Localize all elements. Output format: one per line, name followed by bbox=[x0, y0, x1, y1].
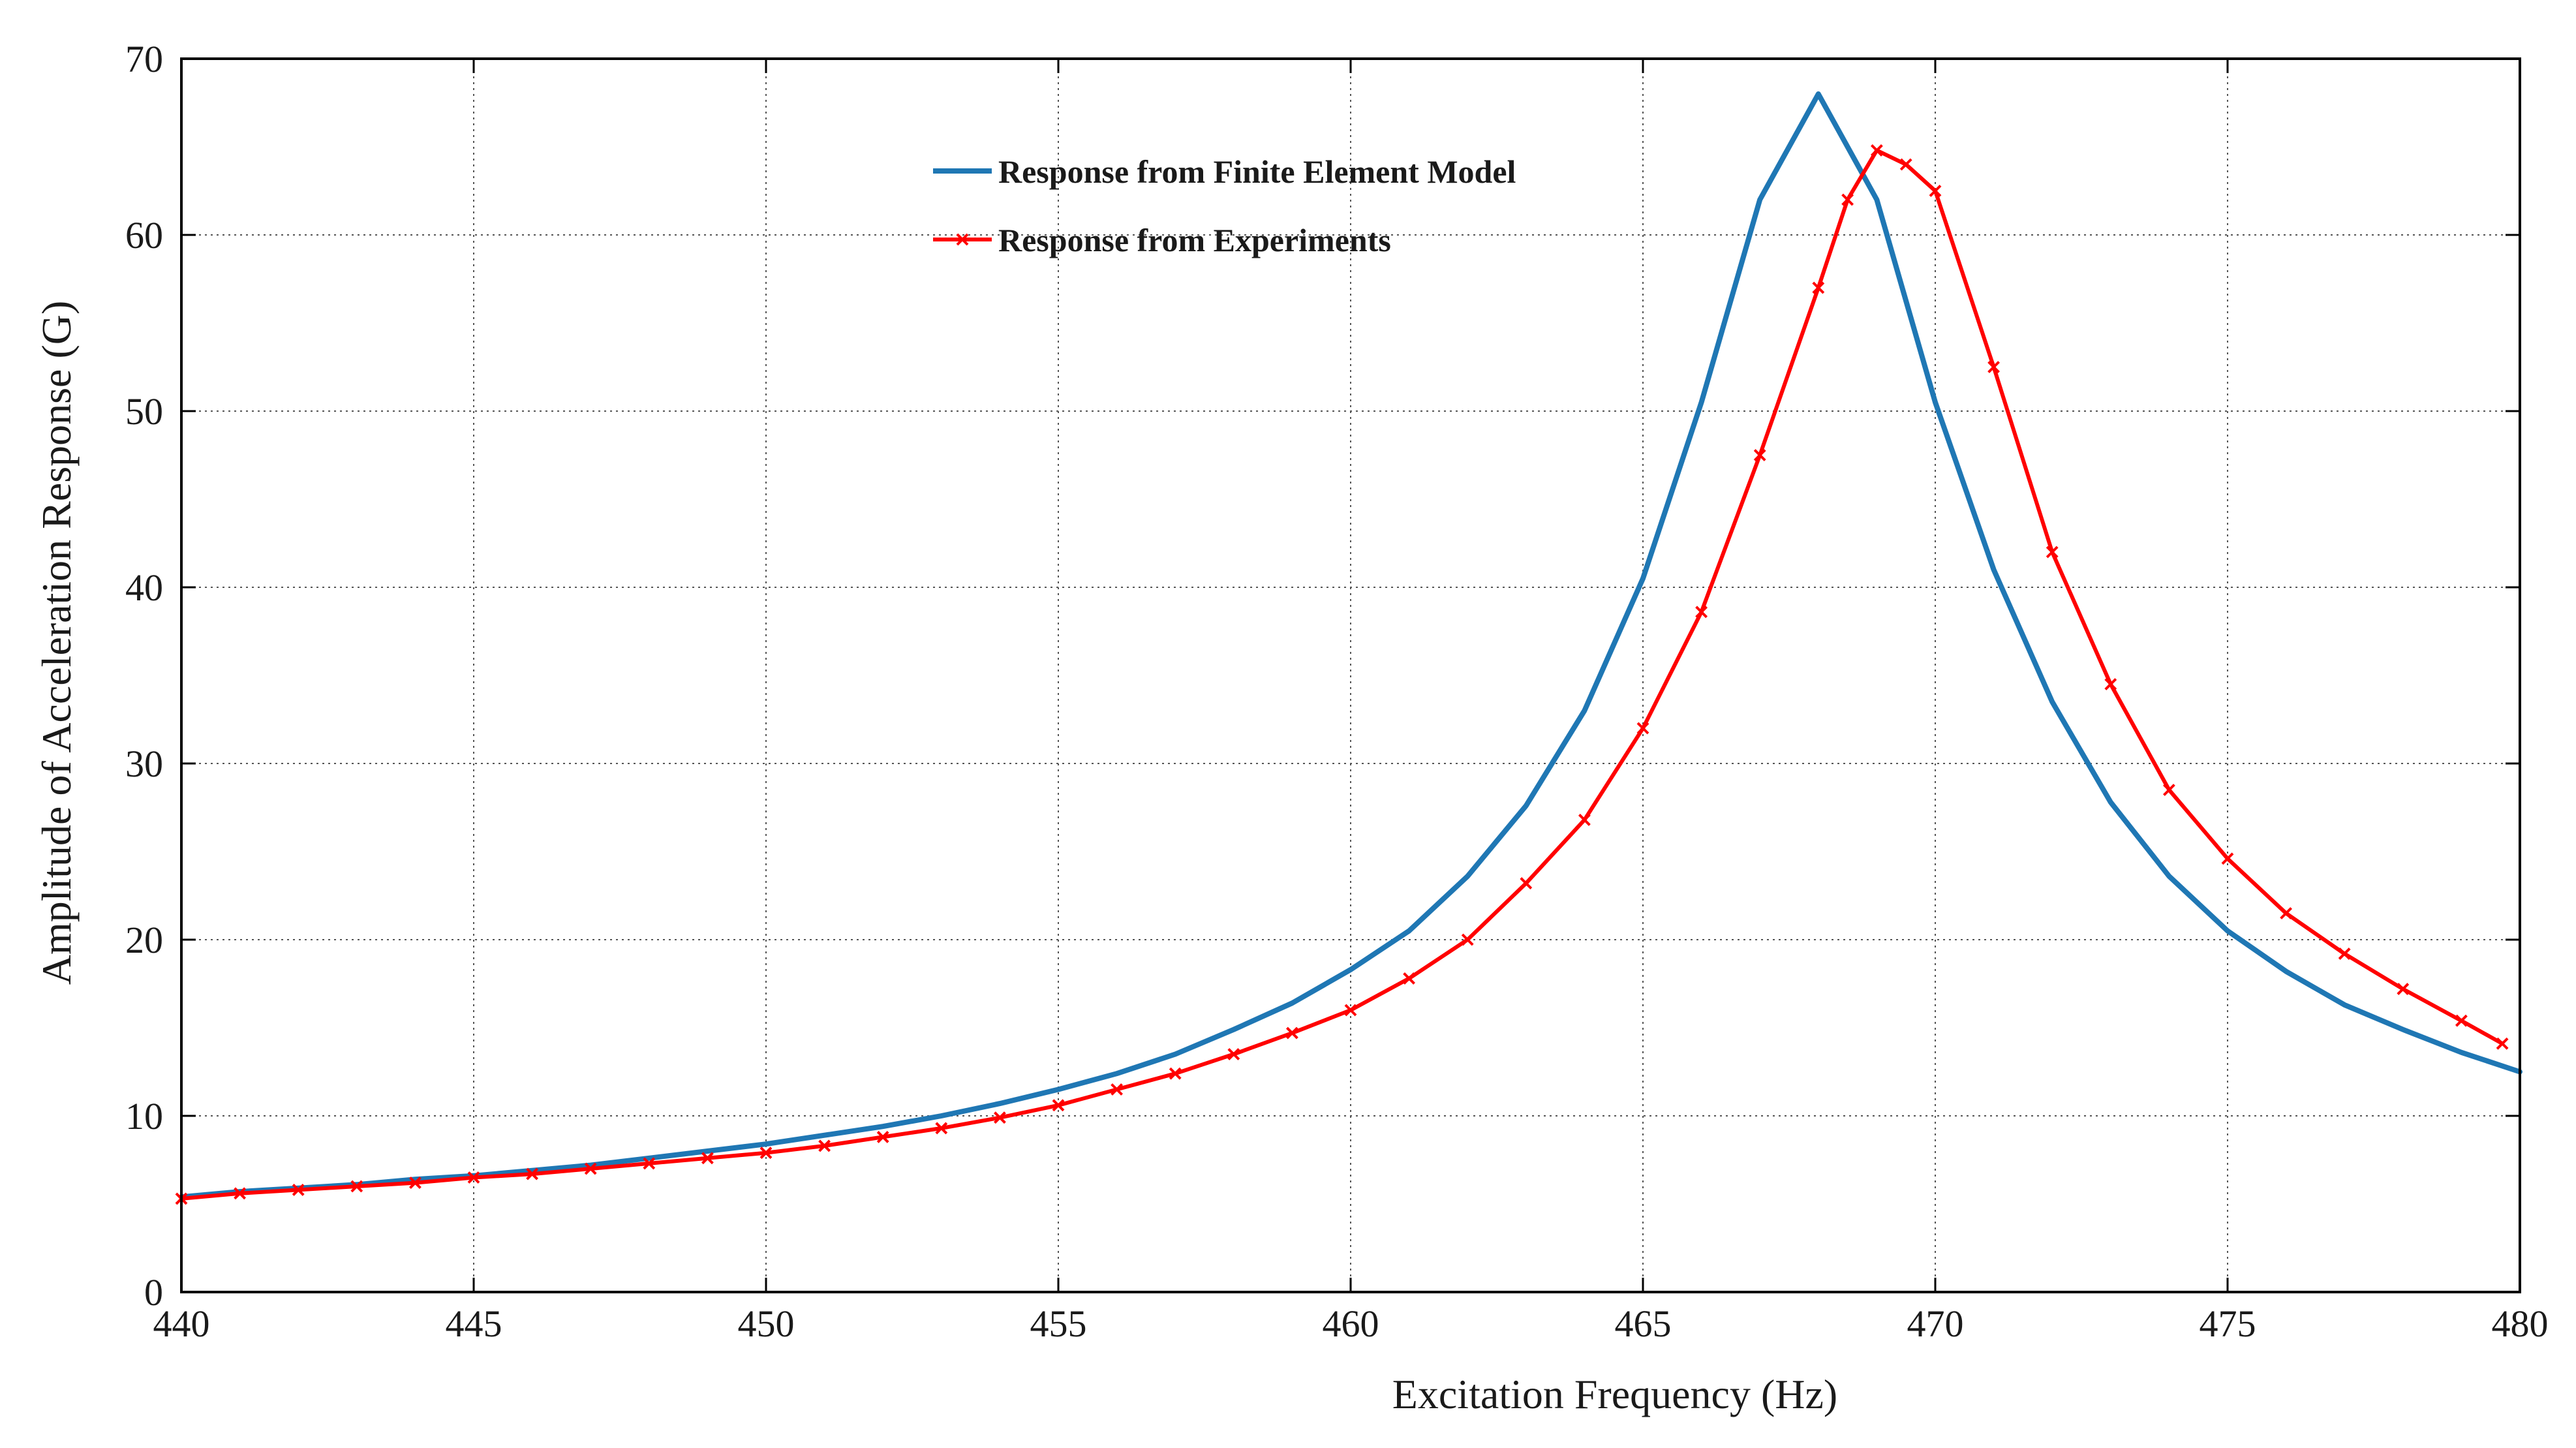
y-tick-label: 40 bbox=[125, 566, 163, 609]
x-tick-label: 475 bbox=[2200, 1302, 2256, 1345]
x-tick-label: 440 bbox=[153, 1302, 210, 1345]
data-point-experiments bbox=[2496, 1037, 2509, 1050]
data-point-experiments bbox=[1052, 1099, 1065, 1112]
data-point-experiments bbox=[1841, 193, 1854, 206]
data-point-experiments bbox=[2046, 546, 2059, 559]
y-tick-label: 20 bbox=[125, 919, 163, 961]
data-point-experiments bbox=[467, 1171, 480, 1184]
data-point-experiments bbox=[234, 1187, 247, 1200]
data-point-experiments bbox=[643, 1157, 656, 1170]
data-point-experiments bbox=[935, 1122, 948, 1135]
x-tick-label: 445 bbox=[446, 1302, 502, 1345]
data-point-experiments bbox=[584, 1162, 597, 1175]
data-point-experiments bbox=[1403, 972, 1416, 985]
data-point-experiments bbox=[350, 1180, 363, 1193]
data-point-experiments bbox=[526, 1167, 539, 1180]
data-point-experiments bbox=[1636, 722, 1649, 735]
data-point-experiments bbox=[1753, 449, 1766, 461]
data-point-experiments bbox=[993, 1111, 1006, 1124]
x-tick-label: 465 bbox=[1615, 1302, 1672, 1345]
x-tick-label: 460 bbox=[1323, 1302, 1379, 1345]
x-tick-label: 470 bbox=[1907, 1302, 1964, 1345]
data-point-experiments bbox=[2397, 983, 2410, 996]
data-point-experiments bbox=[701, 1152, 714, 1165]
data-point-experiments bbox=[2338, 947, 2351, 961]
series-line-fem bbox=[179, 91, 2522, 1200]
data-point-experiments bbox=[408, 1177, 422, 1190]
x-tick-label: 455 bbox=[1030, 1302, 1087, 1345]
x-tick-label: 480 bbox=[2492, 1302, 2549, 1345]
data-point-experiments bbox=[1578, 813, 1591, 826]
data-point-experiments bbox=[876, 1130, 889, 1143]
y-axis-label: Amplitude of Acceleration Response (G) bbox=[33, 301, 80, 985]
legend: Response from Finite Element Model Respo… bbox=[933, 153, 1516, 258]
data-point-experiments bbox=[759, 1147, 773, 1160]
data-point-experiments bbox=[1285, 1026, 1298, 1040]
data-point-experiments bbox=[2162, 784, 2175, 796]
y-tick-label: 30 bbox=[125, 743, 163, 785]
y-tick-label: 70 bbox=[125, 38, 163, 80]
tick-layer: 440 445 450 455 460 465 470 475 480 0 10 20 30 40 50 60… bbox=[125, 38, 2549, 1345]
data-point-experiments bbox=[1812, 281, 1825, 294]
x-tick-label: 450 bbox=[738, 1302, 795, 1345]
data-point-experiments bbox=[1520, 877, 1533, 890]
data-point-experiments bbox=[1695, 606, 1708, 619]
data-point-experiments bbox=[2104, 678, 2117, 690]
data-point-experiments bbox=[1899, 158, 1912, 171]
data-point-experiments bbox=[1169, 1067, 1182, 1080]
data-point-experiments bbox=[1227, 1048, 1240, 1060]
data-point-experiments bbox=[818, 1139, 831, 1152]
data-point-experiments bbox=[1987, 361, 2001, 373]
data-point-experiments bbox=[2455, 1014, 2468, 1027]
data-point-experiments bbox=[1461, 933, 1474, 946]
y-tick-label: 60 bbox=[125, 214, 163, 256]
legend-label-fem: Response from Finite Element Model bbox=[998, 153, 1516, 190]
y-tick-label: 0 bbox=[144, 1271, 163, 1314]
legend-marker-experiments bbox=[956, 233, 969, 246]
data-point-experiments bbox=[2280, 907, 2293, 919]
x-axis-label: Excitation Frequency (Hz) bbox=[1392, 1371, 1837, 1417]
data-point-experiments bbox=[1870, 144, 1883, 157]
data-point-experiments bbox=[1929, 185, 1942, 197]
grid-layer bbox=[181, 59, 2520, 1292]
data-point-experiments bbox=[1344, 1004, 1357, 1017]
data-point-experiments bbox=[1111, 1083, 1124, 1096]
data-point-experiments bbox=[2221, 852, 2234, 865]
y-tick-label: 10 bbox=[125, 1095, 163, 1137]
data-point-experiments bbox=[292, 1183, 305, 1196]
y-tick-label: 50 bbox=[125, 390, 163, 433]
legend-label-experiments: Response from Experiments bbox=[998, 222, 1391, 258]
